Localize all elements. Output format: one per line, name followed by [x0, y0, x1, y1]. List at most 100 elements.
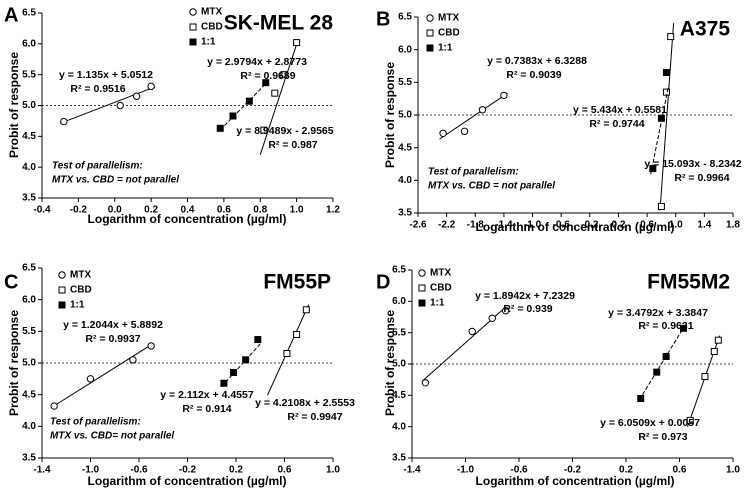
data-point: [500, 91, 508, 100]
y-tick-label: 3.5: [392, 453, 406, 464]
legend-label: MTX: [438, 13, 459, 24]
x-tick-label: 1.0: [290, 205, 304, 216]
fit-r-squared: R² = 0.9516: [70, 83, 125, 95]
legend-marker: [418, 284, 426, 292]
x-tick-label: -1.4: [495, 220, 513, 231]
x-tick-label: -1.4: [403, 465, 421, 476]
y-tick-label: 4.5: [392, 390, 406, 401]
data-point: [216, 124, 224, 132]
y-axis-label: Probit of response: [383, 62, 397, 168]
data-point: [220, 379, 228, 387]
data-point: [710, 347, 718, 355]
data-point: [662, 69, 670, 77]
x-tick-label: -1.4: [33, 465, 51, 476]
fit-r-squared: R² = 0.9039: [506, 69, 561, 81]
fit-equation: y = 1.2044x + 5.8892: [63, 319, 163, 331]
fit-equation: y = 1.8942x + 7.2329: [475, 290, 575, 302]
x-tick-label: 0.6: [217, 205, 231, 216]
y-axis-label: Probit of response: [7, 310, 21, 416]
legend-label: CBD: [70, 285, 92, 296]
legend-marker: [58, 271, 66, 279]
fit-equation: y = 15.093x - 8.2342: [644, 158, 741, 170]
annotation: MTX vs. CBD = not parallel: [52, 175, 179, 186]
data-point: [680, 324, 688, 332]
legend-label: MTX: [430, 268, 451, 279]
data-point: [283, 350, 291, 357]
data-point: [242, 356, 250, 364]
x-tick-label: -0.6: [130, 465, 148, 476]
data-point: [271, 89, 279, 97]
fit-r-squared: R² = 0.9947: [287, 411, 342, 423]
legend-label: 1:1: [430, 298, 445, 309]
fit-equation: y = 5.434x + 0.5581: [573, 104, 667, 116]
legend-marker: [426, 14, 434, 22]
data-point: [468, 327, 476, 336]
fit-equation: y = 6.0509x + 0.0057: [600, 417, 700, 429]
x-tick-label: 0.2: [619, 465, 633, 476]
fit-line: [650, 85, 670, 175]
y-tick-label: 6.0: [398, 44, 412, 55]
x-tick-label: -0.6: [553, 220, 571, 231]
fit-line: [267, 304, 310, 396]
x-tick-label: -1.0: [457, 465, 475, 476]
x-tick-label: 1.8: [726, 220, 740, 231]
fit-r-squared: R² = 0.987: [268, 139, 317, 151]
data-point: [649, 165, 657, 173]
fit-r-squared: R² = 0.939: [503, 303, 552, 315]
y-axis-label: Probit of response: [383, 310, 397, 416]
y-tick-label: 5.0: [398, 110, 412, 121]
x-tick-label: -0.6: [510, 465, 528, 476]
y-tick-label: 4.0: [392, 421, 406, 432]
data-point: [478, 106, 487, 114]
annotation: Test of parallelism:: [52, 161, 143, 172]
x-tick-label: 1.0: [669, 220, 683, 231]
x-tick-label: -0.2: [70, 205, 88, 216]
legend-label: 1:1: [70, 300, 85, 311]
legend-marker: [418, 299, 426, 307]
legend-label: MTX: [70, 270, 91, 281]
y-tick-label: 6.5: [398, 12, 412, 23]
data-point: [701, 373, 709, 381]
panel-label: D: [376, 271, 390, 293]
data-point: [439, 129, 447, 137]
data-point: [230, 369, 238, 376]
legend-marker: [426, 44, 434, 52]
fit-line: [221, 343, 261, 388]
legend-label: CBD: [430, 283, 452, 294]
data-point: [653, 368, 661, 376]
data-point: [50, 402, 58, 410]
y-tick-label: 3.5: [22, 453, 36, 464]
y-tick-label: 4.0: [22, 162, 36, 173]
y-tick-label: 4.5: [22, 131, 36, 142]
x-axis-label: Logarithm of concentration (µg/ml): [88, 212, 287, 226]
panel-title: SK-MEL 28: [224, 12, 334, 35]
fit-r-squared: R² = 0.9689: [240, 70, 295, 82]
data-point: [60, 117, 68, 126]
fit-line: [51, 344, 152, 408]
fit-r-squared: R² = 0.9937: [85, 333, 140, 345]
annotation: MTX vs. CBD= not parallel: [50, 431, 174, 442]
legend-marker: [189, 8, 197, 16]
x-tick-label: -0.4: [33, 205, 51, 216]
data-point: [129, 356, 137, 364]
panel-label: A: [4, 4, 18, 26]
y-tick-label: 6.5: [22, 263, 36, 274]
panel-label: C: [4, 271, 18, 293]
x-axis-label: Logarithm of concentration (µg/ml): [88, 474, 287, 488]
data-point: [147, 82, 155, 91]
fit-equation: y = 1.135x + 5.0512: [59, 69, 153, 81]
fit-equation: y = 4.2108x + 2.5553: [255, 397, 355, 409]
y-tick-label: 5.0: [22, 100, 36, 111]
x-tick-label: -0.2: [564, 465, 582, 476]
fit-r-squared: R² = 0.9631: [638, 320, 693, 332]
x-tick-label: -1.0: [82, 465, 100, 476]
x-tick-label: -2.6: [409, 220, 427, 231]
data-point: [686, 416, 694, 424]
y-tick-label: 6.0: [392, 296, 406, 307]
data-point: [662, 352, 670, 360]
legend-label: MTX: [201, 7, 222, 18]
fit-line: [659, 23, 675, 211]
y-tick-label: 6.5: [392, 265, 406, 276]
x-tick-label: 0.4: [181, 205, 195, 216]
fit-equation: y = 2.112x + 4.4557: [160, 389, 254, 401]
